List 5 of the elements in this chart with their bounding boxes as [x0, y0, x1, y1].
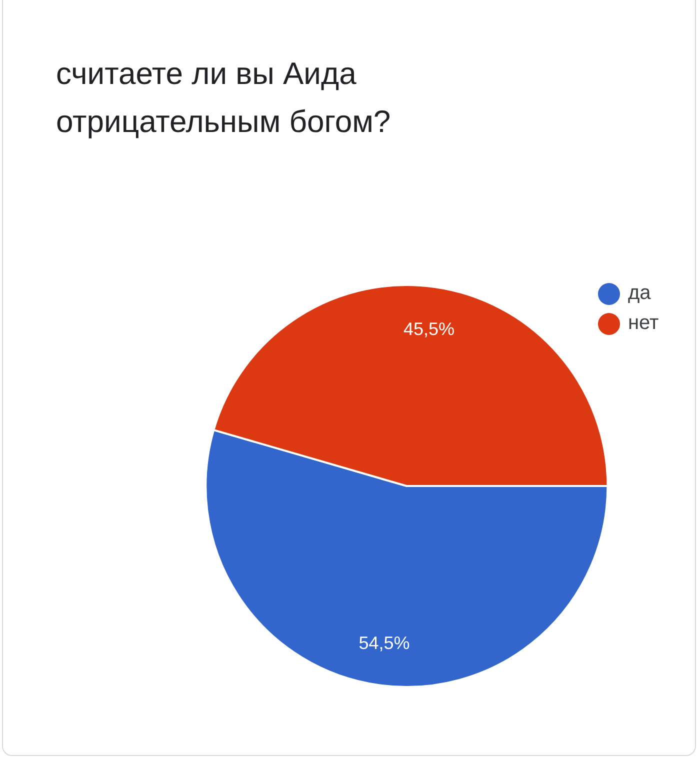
- data-label: 45,5%: [404, 318, 455, 339]
- data-label: 54,5%: [358, 633, 410, 654]
- legend-label: да: [628, 282, 651, 304]
- legend-label: нет: [628, 312, 659, 334]
- chart-title: считаете ли вы Аида отрицательным богом?: [56, 55, 392, 141]
